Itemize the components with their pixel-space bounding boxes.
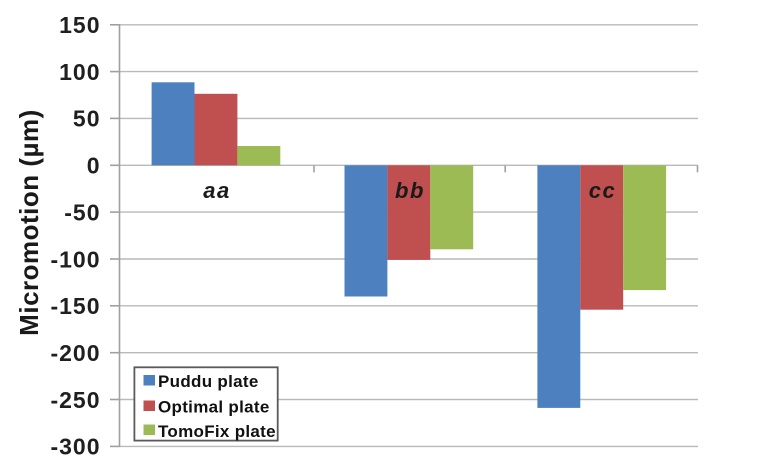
svg-text:50: 50 (73, 106, 101, 132)
svg-text:bb: bb (395, 178, 425, 203)
svg-text:0: 0 (87, 153, 101, 179)
svg-text:-100: -100 (50, 246, 100, 272)
svg-text:aa: aa (203, 178, 230, 203)
svg-text:-300: -300 (50, 434, 100, 458)
svg-text:150: 150 (59, 12, 100, 38)
svg-text:-200: -200 (50, 340, 100, 366)
svg-text:cc: cc (589, 178, 616, 203)
svg-text:TomoFix plate: TomoFix plate (158, 422, 276, 441)
svg-text:100: 100 (59, 59, 100, 85)
svg-text:-250: -250 (50, 387, 100, 413)
svg-text:-50: -50 (64, 199, 100, 225)
svg-text:Micromotion (µm): Micromotion (µm) (14, 109, 44, 336)
svg-text:Optimal plate: Optimal plate (158, 398, 270, 417)
svg-text:-150: -150 (50, 293, 100, 319)
svg-text:Puddu plate: Puddu plate (158, 372, 259, 391)
